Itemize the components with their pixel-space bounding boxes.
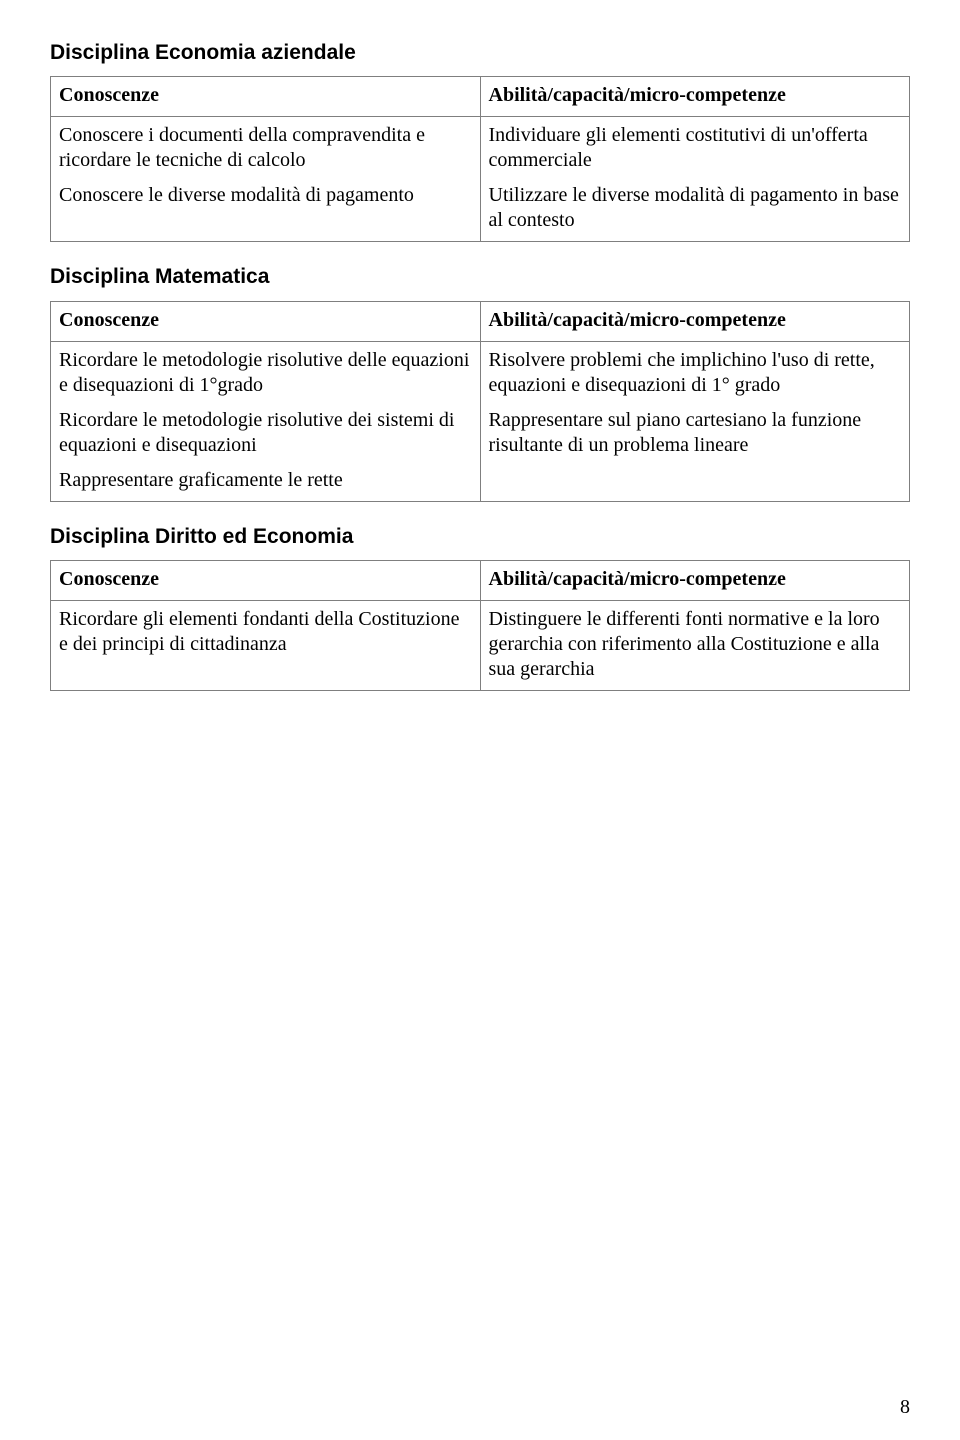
table-cell-left: Ricordare gli elementi fondanti della Co… xyxy=(51,600,481,690)
table-cell-left: Ricordare le metodologie risolutive dell… xyxy=(51,341,481,501)
paragraph: Conoscere le diverse modalità di pagamen… xyxy=(59,183,472,208)
table-header-left: Conoscenze xyxy=(51,301,481,341)
table-cell-right: Distinguere le differenti fonti normativ… xyxy=(480,600,910,690)
paragraph: Risolvere problemi che implichino l'uso … xyxy=(489,348,902,398)
table-cell-left: Conoscere i documenti della compravendit… xyxy=(51,117,481,242)
paragraph: Utilizzare le diverse modalità di pagame… xyxy=(489,183,902,233)
paragraph: Rappresentare sul piano cartesiano la fu… xyxy=(489,408,902,458)
section-title: Disciplina Economia aziendale xyxy=(50,40,910,66)
document-body: Disciplina Economia aziendaleConoscenzeA… xyxy=(50,40,910,691)
section-title: Disciplina Matematica xyxy=(50,264,910,290)
paragraph: Ricordare le metodologie risolutive dell… xyxy=(59,348,472,398)
table-cell-right: Individuare gli elementi costitutivi di … xyxy=(480,117,910,242)
paragraph: Rappresentare graficamente le rette xyxy=(59,468,472,493)
paragraph: Conoscere i documenti della compravendit… xyxy=(59,123,472,173)
competence-table: ConoscenzeAbilità/capacità/micro-compete… xyxy=(50,560,910,691)
table-header-left: Conoscenze xyxy=(51,77,481,117)
section-title: Disciplina Diritto ed Economia xyxy=(50,524,910,550)
table-header-right: Abilità/capacità/micro-competenze xyxy=(480,301,910,341)
competence-table: ConoscenzeAbilità/capacità/micro-compete… xyxy=(50,76,910,242)
competence-table: ConoscenzeAbilità/capacità/micro-compete… xyxy=(50,301,910,502)
paragraph: Individuare gli elementi costitutivi di … xyxy=(489,123,902,173)
paragraph: Distinguere le differenti fonti normativ… xyxy=(489,607,902,682)
paragraph: Ricordare gli elementi fondanti della Co… xyxy=(59,607,472,657)
page-number: 8 xyxy=(900,1395,910,1420)
table-header-right: Abilità/capacità/micro-competenze xyxy=(480,560,910,600)
paragraph: Ricordare le metodologie risolutive dei … xyxy=(59,408,472,458)
table-header-left: Conoscenze xyxy=(51,560,481,600)
table-header-right: Abilità/capacità/micro-competenze xyxy=(480,77,910,117)
table-cell-right: Risolvere problemi che implichino l'uso … xyxy=(480,341,910,501)
